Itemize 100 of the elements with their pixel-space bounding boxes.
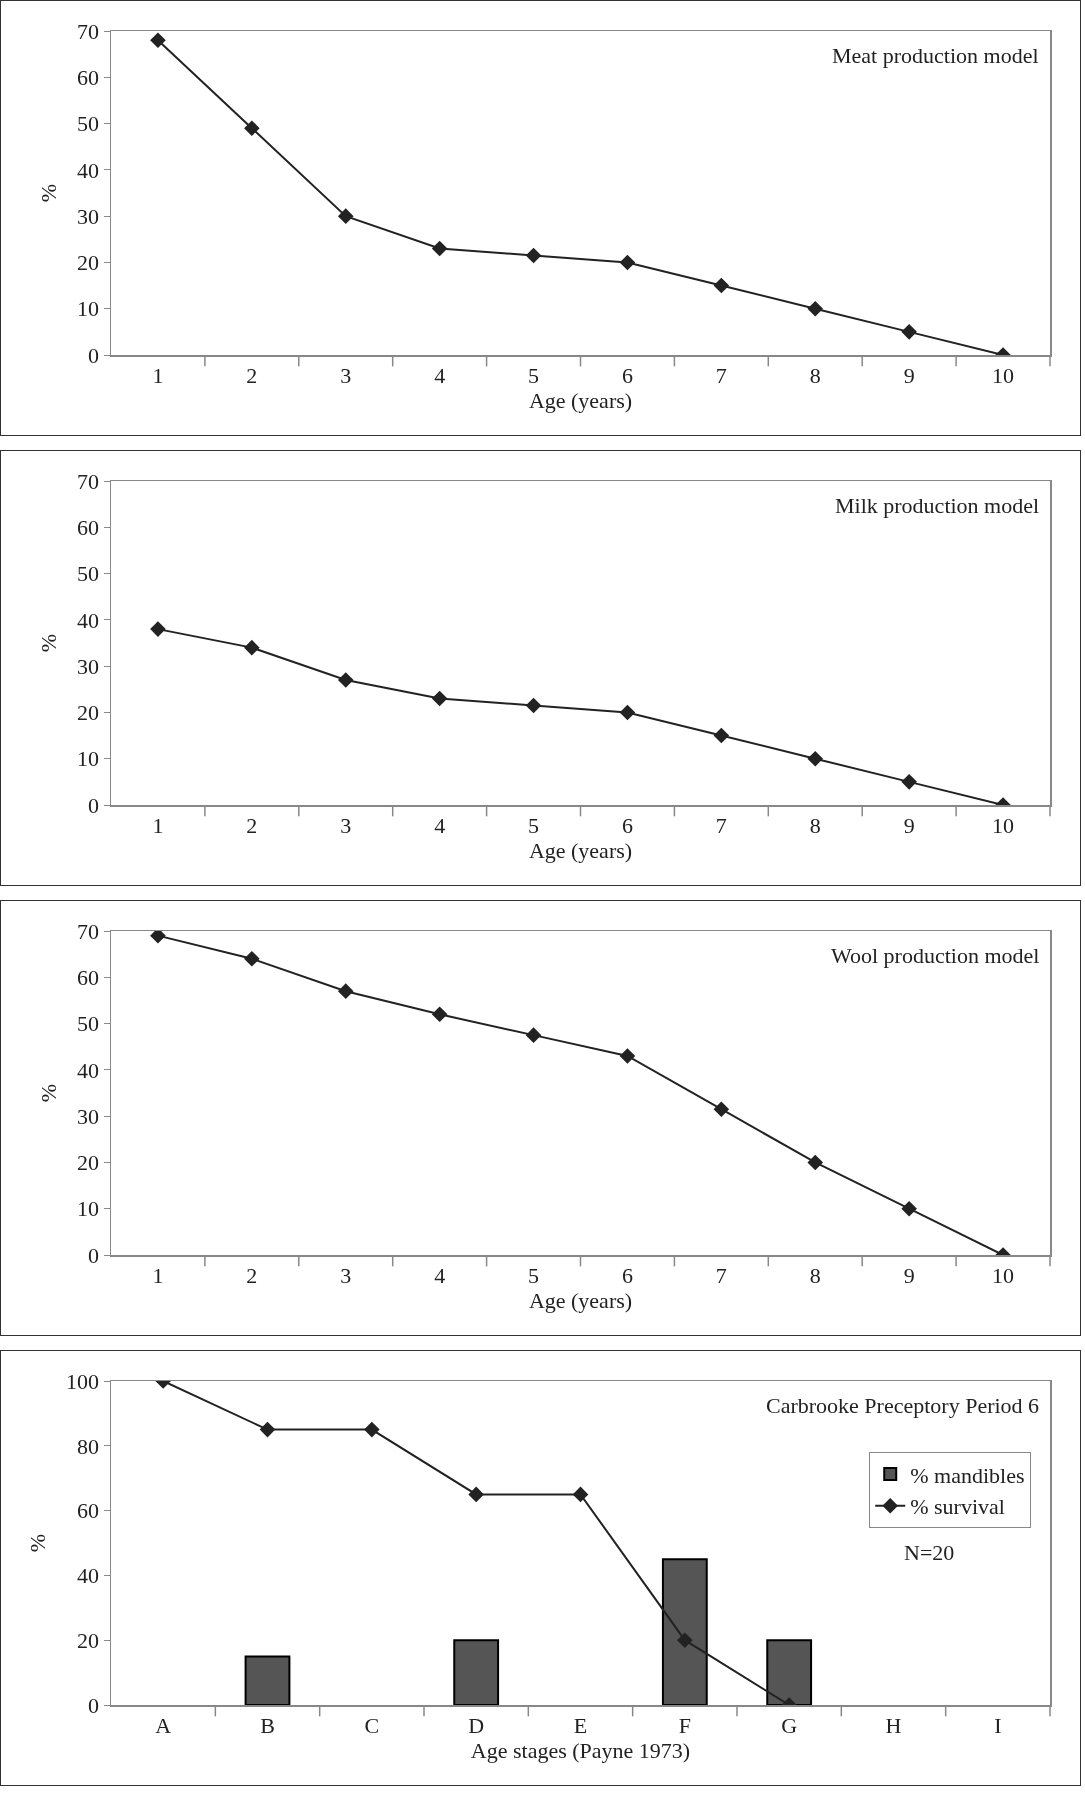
y-tick-label: 20 bbox=[77, 700, 100, 726]
y-tick-label: 20 bbox=[77, 250, 100, 276]
x-tick-label: 1 bbox=[152, 362, 164, 388]
bar bbox=[453, 1639, 500, 1705]
text: Wool production model bbox=[831, 943, 1040, 968]
x-tick-label: 5 bbox=[528, 812, 540, 838]
point bbox=[337, 672, 354, 688]
y-tick-label: 40 bbox=[77, 1057, 100, 1083]
x-tick-label: 6 bbox=[621, 1262, 633, 1288]
x-tick-label: 6 bbox=[621, 812, 633, 838]
x-tick-label: 2 bbox=[246, 362, 258, 388]
x-axis-title: Age stages (Payne 1973) bbox=[470, 1737, 691, 1763]
x-tick-label: 10 bbox=[992, 812, 1015, 838]
x-tick-label: 6 bbox=[621, 362, 633, 388]
point bbox=[713, 1101, 730, 1117]
x-tick-label: E bbox=[573, 1712, 588, 1738]
point bbox=[901, 324, 917, 340]
y-tick-label: 10 bbox=[77, 746, 100, 772]
point bbox=[713, 727, 730, 744]
y-tick-label: 60 bbox=[77, 64, 100, 90]
x-tick-label: 3 bbox=[340, 1262, 352, 1288]
x-tick-label: 10 bbox=[992, 362, 1015, 388]
x-tick-label: 5 bbox=[528, 1262, 540, 1288]
x-tick-label: 9 bbox=[903, 1262, 915, 1288]
x-tick-label: 4 bbox=[434, 812, 446, 838]
y-tick-label: 50 bbox=[77, 561, 100, 587]
y-axis-title: % bbox=[36, 633, 62, 653]
y-axis-title: % bbox=[36, 183, 62, 203]
x-tick-label: 5 bbox=[528, 362, 540, 388]
y-tick-label: 30 bbox=[77, 653, 100, 679]
y-tick-label: 20 bbox=[77, 1627, 100, 1653]
y-tick-label: 70 bbox=[77, 18, 100, 44]
y-tick-label: 30 bbox=[77, 1103, 100, 1129]
point bbox=[431, 690, 448, 707]
point bbox=[244, 120, 260, 136]
x-tick-label: 4 bbox=[434, 362, 446, 388]
y-tick-label: 40 bbox=[77, 1563, 100, 1589]
x-tick-label: I bbox=[994, 1712, 1002, 1738]
x-tick-label: 7 bbox=[715, 362, 727, 388]
point bbox=[244, 639, 260, 656]
x-tick-label: 1 bbox=[152, 812, 164, 838]
y-tick-label: 10 bbox=[77, 296, 100, 322]
x-tick-label: H bbox=[885, 1712, 902, 1738]
y-tick-label: 80 bbox=[77, 1433, 100, 1459]
x-tick-label: G bbox=[781, 1712, 798, 1738]
x-tick-label: B bbox=[260, 1712, 275, 1738]
y-tick-label: 0 bbox=[88, 792, 100, 818]
x-tick-label: 7 bbox=[715, 1262, 727, 1288]
y-tick-label: 0 bbox=[88, 342, 100, 368]
bar bbox=[244, 1655, 291, 1705]
y-tick-label: 100 bbox=[66, 1368, 100, 1394]
point bbox=[619, 254, 636, 271]
point bbox=[525, 247, 542, 264]
point bbox=[259, 1421, 276, 1438]
point bbox=[572, 1486, 589, 1503]
y-tick-label: 50 bbox=[77, 111, 100, 137]
point bbox=[901, 774, 917, 790]
x-axis-title: Age (years) bbox=[528, 1287, 633, 1313]
point bbox=[337, 983, 354, 999]
x-tick-label: 4 bbox=[434, 1262, 446, 1288]
point bbox=[713, 277, 730, 294]
point bbox=[525, 1027, 542, 1043]
point bbox=[901, 1200, 917, 1217]
point bbox=[619, 704, 636, 721]
y-tick-label: 10 bbox=[77, 1196, 100, 1222]
y-tick-label: 60 bbox=[77, 1498, 100, 1524]
x-tick-label: 9 bbox=[903, 812, 915, 838]
y-tick-label: 20 bbox=[77, 1150, 100, 1176]
x-tick-label: 10 bbox=[992, 1262, 1015, 1288]
y-tick-label: 30 bbox=[77, 203, 100, 229]
x-tick-label: 2 bbox=[246, 812, 258, 838]
x-tick-label: C bbox=[364, 1712, 380, 1738]
x-tick-label: 3 bbox=[340, 362, 352, 388]
point bbox=[807, 750, 824, 767]
x-tick-label: 8 bbox=[809, 812, 821, 838]
y-tick-label: 40 bbox=[77, 607, 100, 633]
x-tick-label: 8 bbox=[809, 1262, 821, 1288]
point bbox=[364, 1421, 380, 1438]
x-axis-title: Age (years) bbox=[528, 837, 633, 863]
x-tick-label: 7 bbox=[715, 812, 727, 838]
x-axis-title: Age (years) bbox=[528, 387, 633, 413]
point bbox=[150, 32, 166, 49]
point bbox=[619, 1048, 636, 1064]
point bbox=[337, 208, 354, 224]
x-tick-label: A bbox=[155, 1712, 172, 1738]
y-tick-label: 60 bbox=[77, 514, 100, 540]
x-tick-label: 1 bbox=[152, 1262, 164, 1288]
y-tick-label: 0 bbox=[88, 1692, 100, 1718]
legend-label: % mandibles bbox=[910, 1462, 1025, 1488]
x-tick-label: 8 bbox=[809, 362, 821, 388]
x-tick-label: D bbox=[468, 1712, 485, 1738]
legend-label: % survival bbox=[910, 1494, 1005, 1520]
y-tick-label: 0 bbox=[88, 1242, 100, 1268]
point bbox=[150, 621, 166, 637]
bar bbox=[661, 1558, 708, 1705]
y-tick-label: 70 bbox=[77, 918, 100, 944]
y-tick-label: 70 bbox=[77, 468, 100, 494]
y-tick-label: 60 bbox=[77, 964, 100, 990]
x-tick-label: 3 bbox=[340, 812, 352, 838]
text: Meat production model bbox=[832, 43, 1039, 68]
